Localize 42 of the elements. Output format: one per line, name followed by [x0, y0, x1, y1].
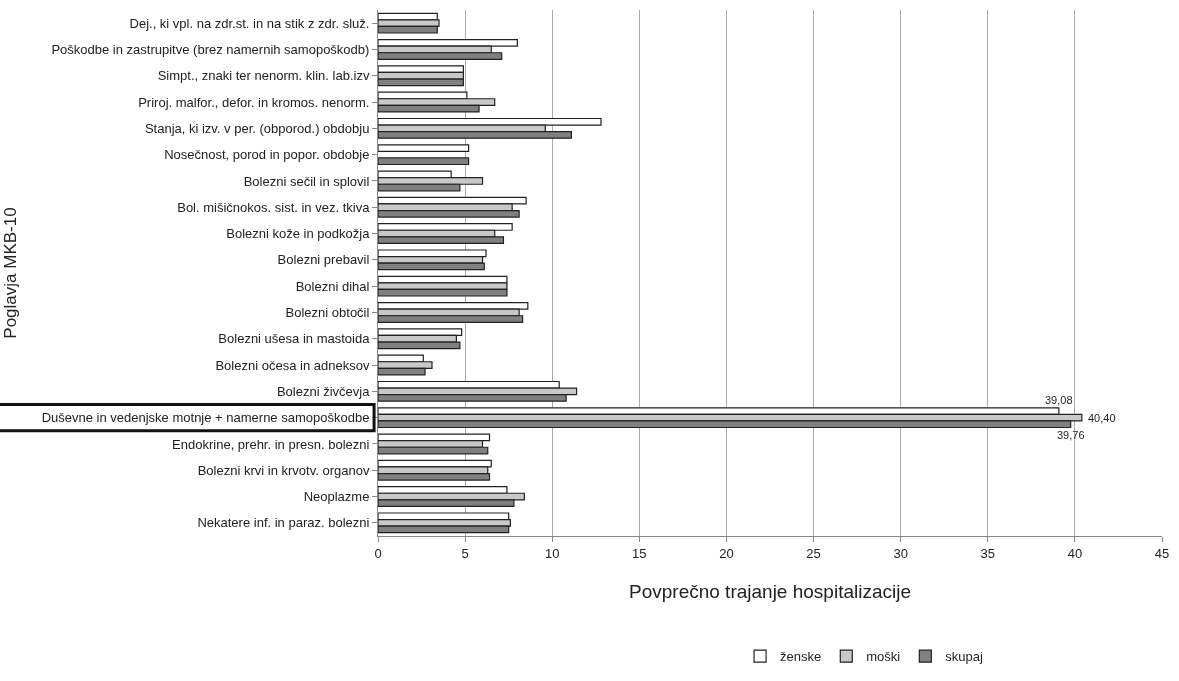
- legend-label: skupaj: [945, 649, 984, 665]
- bar: [378, 249, 487, 258]
- x-tick-label: 35: [980, 545, 996, 561]
- x-tick-label: 30: [893, 545, 908, 561]
- y-tick-label: Bolezni živčevja: [276, 383, 371, 399]
- y-tick-label: Bolezni krvi in krvotv. organov: [197, 462, 370, 478]
- y-tick-label: Bolezni ušesa in mastoida: [218, 331, 371, 347]
- x-tick-label: 40: [1067, 545, 1083, 561]
- y-tick-label: Poškodbe in zastrupitve (brez namernih samopoškodb): [51, 42, 370, 57]
- data-label: 39,76: [1057, 429, 1085, 441]
- y-tick-label: Endokrine, prehr. in presn. bolezni: [172, 436, 370, 452]
- legend-label: moški: [866, 649, 901, 665]
- y-tick-label: Bolezni očesa in adneksov: [215, 357, 370, 373]
- y-tick-label: Duševne in vedenjske motnje + namerne samopoškodbe: [41, 410, 370, 426]
- x-tick-label: 20: [719, 545, 734, 561]
- data-label: 39,08: [1045, 394, 1073, 406]
- y-tick-label: Bolezni dihal: [295, 278, 370, 294]
- x-tick-label: 0: [374, 545, 382, 561]
- x-axis-title: Povprečno trajanje hospitalizacije: [629, 581, 911, 603]
- x-tick-label: 10: [544, 545, 560, 561]
- bar: [378, 328, 463, 337]
- y-tick-label: Neoplazme: [303, 489, 370, 505]
- y-tick-label: Dej., ki vpl. na zdr.st. in na stik z zdr. služ.: [129, 15, 370, 31]
- bar: [378, 65, 464, 74]
- y-tick-label: Priroj. malfor., defor. in kromos. nenorm.: [138, 94, 370, 110]
- y-tick-label: Simpt., znaki ter nenorm. klin. lab.izv: [157, 68, 370, 84]
- x-tick-label: 5: [461, 545, 469, 561]
- y-tick-label: Bol. mišičnokos. sist. in vez. tkiva: [177, 199, 371, 215]
- y-axis-title: Poglavja MKB-10: [1, 207, 21, 339]
- y-tick-label: Nekatere inf. in paraz. bolezni: [197, 515, 370, 531]
- y-tick-label: Bolezni obtočil: [285, 305, 370, 320]
- data-label: 40,40: [1088, 412, 1116, 424]
- y-tick-label: Bolezni kože in podkožja: [226, 226, 371, 242]
- y-tick-label: Bolezni prebavil: [277, 252, 370, 268]
- x-tick-label: 25: [806, 545, 821, 561]
- bar: [378, 144, 470, 152]
- legend-label: ženske: [780, 649, 822, 665]
- y-tick-label: Bolezni sečil in splovil: [243, 173, 370, 189]
- y-tick-label: Stanja, ki izv. v per. (obporod.) obdobju: [144, 120, 370, 136]
- y-tick-label: Nosečnost, porod in popor. obdobje: [164, 147, 370, 163]
- x-tick-label: 45: [1154, 545, 1170, 561]
- x-tick-label: 15: [632, 545, 647, 561]
